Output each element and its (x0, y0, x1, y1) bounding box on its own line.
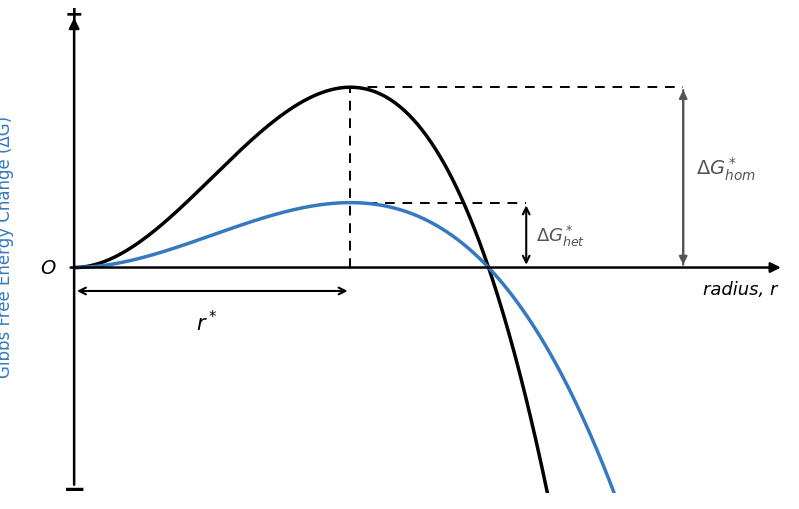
Text: Gibbs Free Energy Change (ΔG): Gibbs Free Energy Change (ΔG) (0, 116, 14, 377)
Text: +: + (65, 5, 83, 25)
Text: −: − (62, 475, 85, 503)
Text: $r^*$: $r^*$ (196, 309, 217, 334)
Text: $\Delta G^*_{hom}$: $\Delta G^*_{hom}$ (696, 155, 756, 183)
Text: O: O (40, 259, 55, 277)
Text: $\Delta G^*_{het}$: $\Delta G^*_{het}$ (535, 223, 585, 248)
Text: radius, r: radius, r (702, 280, 777, 299)
